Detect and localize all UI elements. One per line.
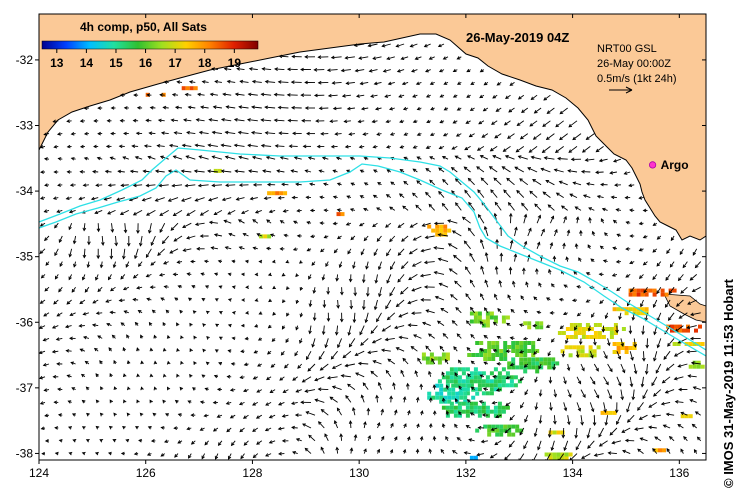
colorbar-tick-label: 18 (198, 56, 212, 70)
sst-patch (259, 234, 271, 238)
sst-patch (267, 191, 287, 195)
y-tick-label: -36 (16, 315, 34, 329)
x-tick-label: 128 (242, 466, 262, 480)
colorbar-tick-label: 16 (139, 56, 153, 70)
sst-patch (182, 86, 198, 90)
y-tick-label: -38 (16, 446, 34, 460)
colorbar-strip (42, 41, 258, 49)
product-line1: NRT00 GSL (597, 43, 657, 55)
y-tick-label: -34 (16, 184, 34, 198)
colorbar-tick-label: 19 (228, 56, 242, 70)
x-tick-label: 130 (349, 466, 369, 480)
sst-patch (549, 431, 565, 435)
date-title: 26-May-2019 04Z (466, 30, 569, 45)
composite-label: 4h comp, p50, All Sats (80, 20, 207, 34)
product-line3: 0.5m/s (1kt 24h) (597, 73, 676, 85)
x-tick-label: 124 (29, 466, 49, 480)
x-tick-label: 126 (136, 466, 156, 480)
y-tick-label: -37 (16, 381, 34, 395)
x-tick-label: 132 (456, 466, 476, 480)
credit-box: © IMOS 31-May-2019 11:53 Hobart (712, 10, 742, 492)
x-tick-label: 136 (669, 466, 689, 480)
imos-credit: © IMOS 31-May-2019 11:53 Hobart (721, 278, 736, 488)
sst-patch (601, 411, 617, 415)
colorbar-tick-label: 15 (109, 56, 123, 70)
y-tick-label: -32 (16, 53, 34, 67)
x-tick-label: 134 (563, 466, 583, 480)
y-tick-label: -35 (16, 250, 34, 264)
sst-patch (337, 212, 345, 216)
argo-float-icon (649, 162, 655, 168)
product-line2: 26-May 00:00Z (597, 58, 671, 70)
argo-label: Argo (661, 158, 689, 172)
colorbar-tick-label: 17 (168, 56, 182, 70)
colorbar-tick-label: 13 (50, 56, 64, 70)
colorbar-tick-label: 14 (80, 56, 94, 70)
y-tick-label: -33 (16, 119, 34, 133)
